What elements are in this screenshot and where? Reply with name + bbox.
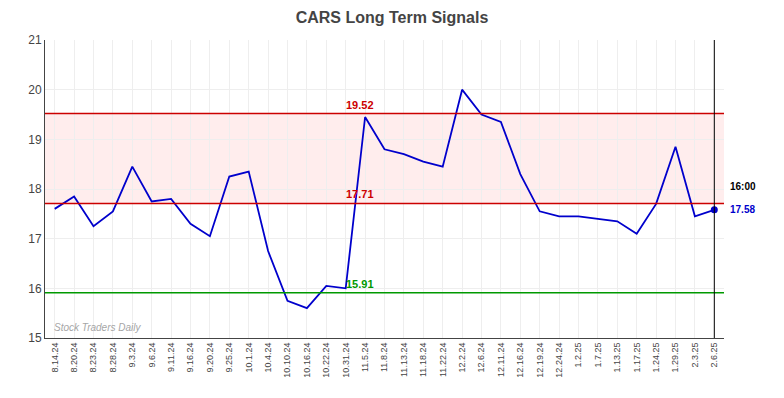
svg-text:12.6.24: 12.6.24 [476,343,486,373]
svg-text:1.29.25: 1.29.25 [670,343,680,373]
svg-text:Stock Traders Daily: Stock Traders Daily [54,322,142,333]
svg-text:1.24.25: 1.24.25 [651,343,661,373]
svg-text:2.6.25: 2.6.25 [709,343,719,368]
svg-text:15: 15 [28,331,42,345]
svg-text:11.18.24: 11.18.24 [418,343,428,377]
svg-text:10.16.24: 10.16.24 [302,343,312,378]
svg-text:8.20.24: 8.20.24 [69,343,79,373]
svg-text:12.16.24: 12.16.24 [515,343,525,378]
svg-text:9.11.24: 9.11.24 [166,343,176,372]
svg-text:16:00: 16:00 [730,181,756,192]
svg-text:11.22.24: 11.22.24 [438,343,448,377]
svg-text:17.71: 17.71 [346,188,374,200]
svg-text:8.28.24: 8.28.24 [108,343,118,373]
svg-text:20: 20 [28,83,42,97]
svg-text:19.52: 19.52 [346,99,374,111]
svg-text:8.14.24: 8.14.24 [50,343,60,373]
svg-text:10.31.24: 10.31.24 [341,343,351,378]
svg-text:19: 19 [28,133,42,147]
svg-text:CARS Long Term Signals: CARS Long Term Signals [296,9,489,26]
svg-text:10.1.24: 10.1.24 [244,343,254,373]
svg-text:9.20.24: 9.20.24 [205,343,215,373]
svg-text:10.4.24: 10.4.24 [263,343,273,373]
svg-text:1.2.25: 1.2.25 [573,343,583,368]
svg-text:16: 16 [28,282,42,296]
svg-text:8.23.24: 8.23.24 [88,343,98,373]
svg-text:9.16.24: 9.16.24 [185,343,195,373]
svg-text:10.22.24: 10.22.24 [321,343,331,378]
svg-text:9.25.24: 9.25.24 [224,343,234,373]
svg-text:1.17.25: 1.17.25 [632,343,642,373]
svg-text:12.2.24: 12.2.24 [457,343,467,373]
svg-text:2.3.25: 2.3.25 [690,343,700,368]
svg-text:9.6.24: 9.6.24 [147,343,157,368]
svg-text:9.3.24: 9.3.24 [127,343,137,368]
svg-text:11.5.24: 11.5.24 [360,343,370,372]
svg-text:10.10.24: 10.10.24 [282,343,292,378]
svg-text:17.58: 17.58 [730,204,755,215]
svg-text:18: 18 [28,182,42,196]
svg-text:12.11.24: 12.11.24 [496,343,506,377]
svg-text:11.8.24: 11.8.24 [379,343,389,372]
svg-text:17: 17 [28,232,42,246]
svg-text:1.7.25: 1.7.25 [593,343,603,368]
svg-text:12.24.24: 12.24.24 [554,343,564,378]
svg-text:21: 21 [28,33,42,47]
svg-text:11.13.24: 11.13.24 [399,343,409,377]
svg-text:1.13.25: 1.13.25 [612,343,622,373]
svg-text:15.91: 15.91 [346,278,374,290]
svg-text:12.19.24: 12.19.24 [535,343,545,378]
